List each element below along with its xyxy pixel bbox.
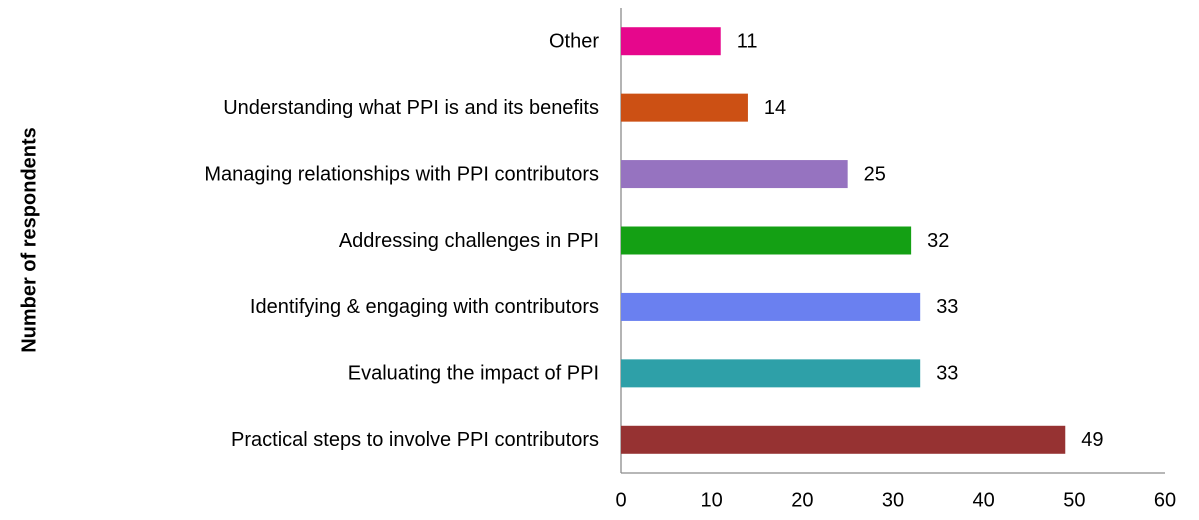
value-label: 33	[936, 296, 958, 318]
value-label: 14	[764, 97, 786, 119]
value-label: 49	[1081, 429, 1103, 451]
bar	[621, 27, 721, 56]
value-label: 32	[927, 230, 949, 252]
y-tick-label: Identifying & engaging with contributors	[250, 296, 599, 318]
bar	[621, 160, 848, 189]
value-label: 33	[936, 363, 958, 385]
x-tick-label: 40	[973, 489, 995, 511]
bar	[621, 93, 748, 122]
value-label: 25	[864, 163, 886, 185]
bar	[621, 292, 921, 321]
y-tick-label: Managing relationships with PPI contribu…	[204, 163, 599, 185]
x-tick-label: 50	[1063, 489, 1085, 511]
x-tick-label: 60	[1154, 489, 1176, 511]
x-tick-label: 30	[882, 489, 904, 511]
y-axis-label: Number of respondents	[18, 127, 40, 353]
x-tick-label: 0	[615, 489, 626, 511]
y-tick-label: Other	[549, 30, 599, 52]
y-tick-label: Understanding what PPI is and its benefi…	[223, 97, 599, 119]
y-tick-label: Addressing challenges in PPI	[339, 230, 599, 252]
bar	[621, 425, 1066, 454]
value-label: 11	[737, 30, 758, 52]
bar	[621, 359, 921, 388]
bar	[621, 226, 912, 255]
x-tick-label: 20	[791, 489, 813, 511]
y-tick-label: Practical steps to involve PPI contribut…	[231, 429, 599, 451]
y-tick-label: Evaluating the impact of PPI	[348, 363, 599, 385]
x-tick-label: 10	[701, 489, 723, 511]
